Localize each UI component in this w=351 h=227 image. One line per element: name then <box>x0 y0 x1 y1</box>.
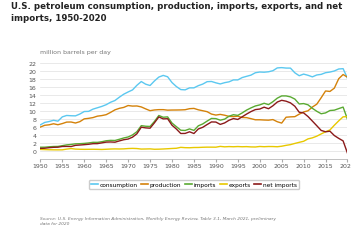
imports <box>345 118 350 121</box>
production <box>341 74 345 76</box>
production <box>126 105 130 107</box>
Text: eia: eia <box>17 215 29 221</box>
consumption <box>279 67 284 70</box>
imports <box>47 146 51 148</box>
net imports <box>345 152 350 155</box>
exports <box>332 124 336 127</box>
exports <box>275 146 279 148</box>
exports <box>38 148 42 151</box>
production <box>328 91 332 93</box>
exports <box>345 116 350 118</box>
imports <box>332 109 336 112</box>
net imports <box>271 105 275 108</box>
Line: exports: exports <box>40 117 347 150</box>
imports <box>126 136 130 139</box>
consumption <box>332 70 336 73</box>
imports <box>38 146 42 149</box>
imports <box>187 128 192 131</box>
Line: net imports: net imports <box>40 101 347 153</box>
consumption <box>187 87 192 90</box>
consumption <box>126 91 130 94</box>
production <box>47 124 51 127</box>
production <box>345 76 350 79</box>
Text: U.S. petroleum consumption, production, imports, exports, and net
imports, 1950-: U.S. petroleum consumption, production, … <box>11 2 342 23</box>
imports <box>223 118 227 121</box>
production <box>38 126 42 129</box>
net imports <box>126 138 130 141</box>
exports <box>227 146 231 148</box>
production <box>223 114 227 117</box>
net imports <box>223 122 227 125</box>
imports <box>271 101 275 104</box>
exports <box>47 149 51 151</box>
consumption <box>47 121 51 123</box>
Line: consumption: consumption <box>40 68 347 125</box>
Legend: consumption, production, imports, exports, net imports: consumption, production, imports, export… <box>88 180 299 190</box>
exports <box>131 147 135 150</box>
consumption <box>223 82 227 85</box>
exports <box>56 149 60 152</box>
imports <box>279 95 284 98</box>
production <box>187 108 192 111</box>
consumption <box>345 78 350 80</box>
net imports <box>187 131 192 133</box>
net imports <box>279 99 284 102</box>
consumption <box>271 70 275 73</box>
net imports <box>47 147 51 149</box>
consumption <box>38 124 42 127</box>
Text: million barrels per day: million barrels per day <box>40 49 111 54</box>
Line: production: production <box>40 75 347 128</box>
net imports <box>332 135 336 137</box>
exports <box>192 146 196 149</box>
production <box>271 119 275 121</box>
Text: Source: U.S. Energy Information Administration, Monthly Energy Review, Table 3.1: Source: U.S. Energy Information Administ… <box>40 216 276 225</box>
Line: imports: imports <box>40 96 347 148</box>
net imports <box>38 147 42 150</box>
